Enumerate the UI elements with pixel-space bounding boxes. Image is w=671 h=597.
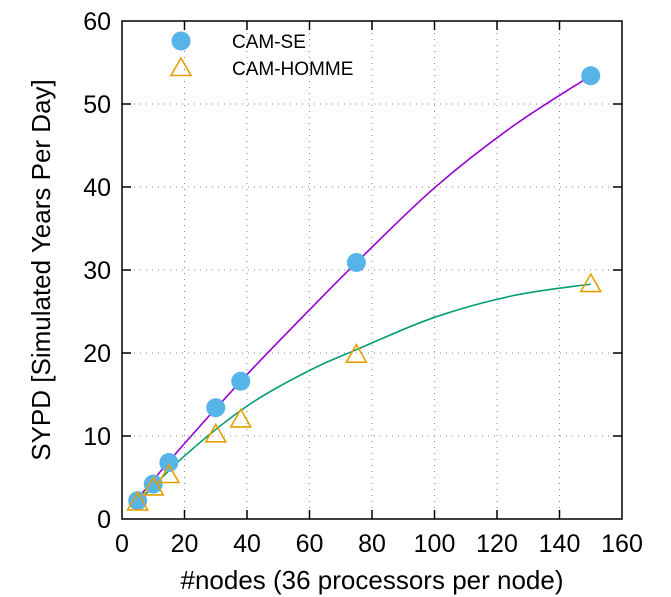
data-point-cam-homme [579, 272, 603, 293]
x-axis-label: #nodes (36 processors per node) [180, 565, 563, 595]
y-tick-label: 0 [97, 506, 111, 534]
y-tick-label: 50 [83, 91, 111, 119]
legend-marker-symbol [171, 31, 191, 51]
fit-curve-cam-homme [133, 283, 591, 507]
legend: CAM-SE CAM-HOMME [169, 31, 353, 80]
x-tick-label: 20 [171, 530, 199, 558]
y-tick-label: 30 [83, 257, 111, 285]
legend-marker-cam-homme [169, 56, 193, 77]
fit-curves [133, 75, 592, 507]
data-point-cam-se [231, 371, 251, 391]
legend-label-cam-se: CAM-SE [232, 32, 306, 53]
x-tick-label: 160 [601, 530, 643, 558]
x-tick-label: 0 [115, 530, 129, 558]
y-tick-label: 60 [83, 8, 111, 36]
data-point-cam-se [346, 253, 366, 273]
data-point-cam-homme [126, 490, 150, 511]
data-point-cam-homme [204, 422, 228, 443]
data-point-cam-homme [344, 343, 368, 363]
x-tick-label: 140 [539, 530, 581, 558]
x-tick-labels: 0 20 40 60 80 100 120 140 160 [115, 530, 643, 558]
data-point-cam-se [143, 474, 163, 494]
x-tick-label: 40 [233, 530, 261, 558]
data-point-cam-se [159, 453, 179, 473]
data-point-cam-se [128, 491, 148, 511]
axis-ticks [122, 21, 622, 519]
y-tick-labels: 0 10 20 30 40 50 60 [83, 8, 111, 534]
x-tick-label: 60 [296, 530, 324, 558]
x-tick-label: 80 [358, 530, 386, 558]
data-point-cam-homme [229, 407, 253, 428]
x-tick-label: 100 [414, 530, 456, 558]
y-axis-label: SYPD [Simulated Years Per Day] [26, 79, 56, 461]
y-tick-label: 10 [83, 423, 111, 451]
data-point-cam-se [206, 398, 226, 418]
data-point-cam-se [581, 66, 601, 86]
legend-label-cam-homme: CAM-HOMME [232, 59, 353, 80]
legend-marker-symbol [169, 56, 193, 77]
data-points [126, 66, 603, 511]
y-tick-label: 20 [83, 340, 111, 368]
fit-curve-cam-se [133, 75, 592, 503]
data-point-cam-homme [157, 463, 181, 484]
x-tick-label: 120 [476, 530, 518, 558]
legend-marker-cam-se [171, 31, 191, 51]
data-point-cam-homme [141, 475, 165, 496]
y-tick-label: 40 [83, 174, 111, 202]
